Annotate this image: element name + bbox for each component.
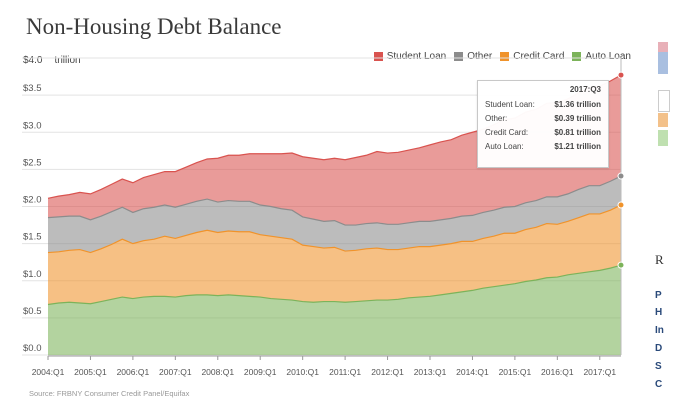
legend-item-other[interactable]: Other [454,51,492,62]
point-other[interactable] [617,172,625,180]
chart-legend: Student Loan Other Credit Card Auto Loan [373,51,631,62]
x-tick-label: 2010:Q1 [286,367,319,377]
legend-label: Student Loan [386,51,447,62]
x-tick-label: 2017:Q1 [583,367,616,377]
tooltip-label: Student Loan: [485,100,535,109]
y-tick-label: $2.5 [23,157,42,168]
chart-title: Non-Housing Debt Balance [26,14,282,39]
sidebar-link[interactable]: In [655,325,664,336]
sidebar-thumbnail[interactable] [658,90,670,112]
y-tick-label: $3.0 [23,120,42,131]
tooltip-row: Student Loan: $1.36 trillion [485,100,601,109]
legend-label: Other [467,51,493,62]
x-tick-label: 2007:Q1 [159,367,192,377]
tooltip-value: $0.81 trillion [554,128,601,137]
x-tick-label: 2008:Q1 [201,367,234,377]
x-tick-label: 2011:Q1 [329,367,361,377]
legend-item-credit-card[interactable]: Credit Card [500,51,564,62]
x-tick-label: 2005:Q1 [74,367,107,377]
tooltip-title: 2017:Q3 [569,85,601,94]
legend-swatch [373,52,383,61]
tooltip-value: $1.21 trillion [554,142,601,151]
x-tick-label: 2012:Q1 [371,367,404,377]
y-axis-unit: trillion [54,55,81,66]
tooltip-row: Other: $0.39 trillion [485,114,601,123]
y-axis-top-tick: $4.0 [23,55,43,66]
sidebar-heading: R [655,252,664,267]
sidebar-thumbnail[interactable] [658,52,668,74]
x-tick-label: 2016:Q1 [541,367,574,377]
sidebar-link[interactable]: S [655,361,662,372]
legend-item-student-loan[interactable]: Student Loan [373,51,447,62]
source-note: Source: FRBNY Consumer Credit Panel/Equi… [29,389,190,398]
legend-swatch [572,52,582,61]
tooltip-value: $0.39 trillion [554,114,601,123]
legend-item-auto-loan[interactable]: Auto Loan [572,51,631,62]
legend-label: Auto Loan [585,51,631,62]
y-tick-label: $2.0 [23,195,42,206]
data-tooltip: 2017:Q3 Student Loan: $1.36 trillion Othe… [477,80,609,168]
x-tick-label: 2004:Q1 [32,367,65,377]
point-student-loan[interactable] [617,71,625,79]
point-auto-loan[interactable] [617,261,625,269]
area-student-loan[interactable] [48,75,621,226]
sidebar-thumbnail[interactable] [658,42,668,52]
y-tick-label: $1.5 [23,232,42,243]
area-auto-loan[interactable] [48,265,621,355]
x-tick-label: 2006:Q1 [117,367,150,377]
sidebar-link[interactable]: P [655,290,662,301]
tooltip-row: Credit Card: $0.81 trillion [485,128,601,137]
sidebar-link[interactable]: D [655,343,663,354]
series-line-other [47,175,622,226]
y-tick-label: $3.5 [23,83,42,94]
sidebar-thumbnail[interactable] [658,130,668,146]
y-tick-label: $0.0 [23,343,42,354]
sidebar-cutoff: R P H In D S C [633,0,673,408]
y-axis-unit-label: $4.0 trillion [23,55,81,66]
tooltip-value: $1.36 trillion [554,100,601,109]
y-tick-label: $0.5 [23,306,42,317]
legend-swatch [500,52,510,61]
sidebar-link[interactable]: H [655,307,663,318]
legend-swatch [454,52,464,61]
series-line-auto-loan [47,264,622,306]
point-credit-card[interactable] [617,201,625,209]
tooltip-label: Credit Card: [485,128,529,137]
tooltip-label: Other: [485,114,508,123]
x-tick-label: 2014:Q1 [456,367,489,377]
sidebar-link[interactable]: C [655,379,663,390]
tooltip-label: Auto Loan: [485,142,524,151]
tooltip-row: Auto Loan: $1.21 trillion [485,142,601,151]
x-tick-label: 2009:Q1 [244,367,277,377]
x-tick-label: 2013:Q1 [414,367,447,377]
series-line-credit-card [47,204,622,254]
legend-label: Credit Card [513,51,565,62]
x-tick-label: 2015:Q1 [499,367,532,377]
y-tick-label: $1.0 [23,269,42,280]
area-credit-card[interactable] [48,205,621,305]
sidebar-thumbnail[interactable] [658,113,668,127]
